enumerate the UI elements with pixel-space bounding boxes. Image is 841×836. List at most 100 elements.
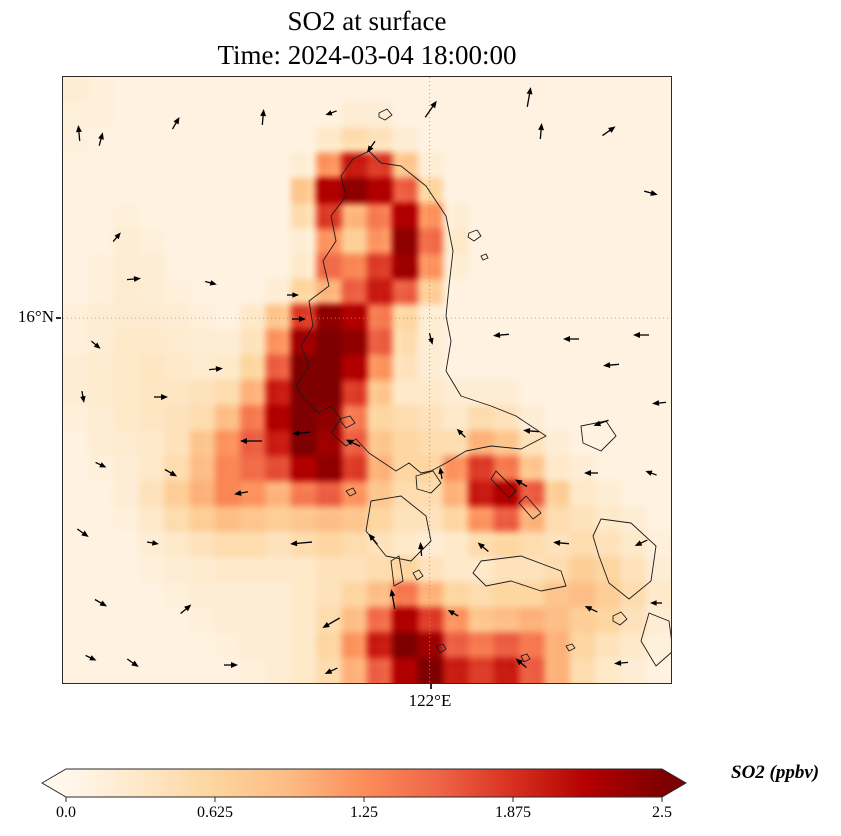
- coastline-path: [390, 555, 404, 587]
- wind-arrow: [650, 600, 662, 606]
- wind-arrow: [205, 280, 217, 286]
- coastline-path: [490, 470, 517, 499]
- wind-arrow: [224, 662, 238, 668]
- wind-arrow: [477, 542, 489, 552]
- wind-arrow: [424, 100, 437, 118]
- wind-arrow: [447, 610, 459, 617]
- wind-arrow: [603, 362, 620, 369]
- wind-arrow: [493, 332, 510, 339]
- colorbar-tick-label: 1.875: [495, 804, 531, 821]
- colorbar-ticks: 0.0 0.625 1.25 1.875 2.5: [40, 804, 688, 828]
- x-tick-label: 122°E: [408, 691, 452, 710]
- wind-arrow: [260, 109, 267, 126]
- wind-arrow: [514, 479, 528, 488]
- wind-arrow: [90, 340, 101, 349]
- wind-arrow: [456, 428, 466, 438]
- wind-arrow: [593, 419, 609, 427]
- coastline-path: [592, 518, 657, 600]
- y-tick-label: 16°N: [17, 307, 54, 326]
- colorbar-gradient-bar: [41, 768, 687, 798]
- heatmap-canvas: [63, 77, 671, 683]
- wind-arrow: [85, 654, 97, 661]
- wind-arrow: [418, 542, 424, 557]
- colorbar-tick-label: 2.5: [652, 804, 672, 821]
- wind-arrow: [324, 667, 338, 674]
- wind-arrow: [240, 438, 262, 444]
- x-tick-mark: [430, 684, 432, 689]
- wind-arrow: [234, 490, 249, 496]
- wind-arrow: [180, 604, 192, 614]
- wind-arrow: [154, 394, 168, 400]
- wind-arrow: [171, 116, 180, 130]
- coastline-path: [295, 150, 547, 474]
- coastline-path: [378, 108, 393, 121]
- wind-arrow: [652, 400, 667, 406]
- wind-arrow: [345, 439, 361, 447]
- wind-arrow: [292, 430, 311, 437]
- coastline-path: [565, 643, 576, 652]
- wind-arrow: [325, 110, 337, 116]
- colorbar-svg: [41, 768, 687, 802]
- wind-arrow: [98, 132, 104, 146]
- coastline-path: [520, 653, 531, 663]
- chart-subtitle-time: Time: 2024-03-04 18:00:00: [217, 40, 517, 70]
- chart-title: SO2 at surface: [287, 6, 447, 36]
- coastline-path: [518, 495, 542, 520]
- coastline-path: [640, 612, 671, 667]
- wind-arrow: [515, 658, 527, 668]
- wind-arrow: [634, 539, 648, 546]
- wind-arrow: [126, 276, 141, 282]
- wind-arrow: [553, 539, 570, 546]
- wind-arrow: [366, 140, 376, 153]
- wind-arrow: [290, 540, 313, 547]
- wind-arrow: [322, 617, 340, 628]
- map-overlay: [63, 77, 671, 683]
- wind-arrow: [563, 336, 579, 342]
- coastline-path: [338, 415, 356, 429]
- map-plot-area: [62, 76, 672, 684]
- wind-arrow: [633, 332, 649, 338]
- wind-arrow: [94, 598, 108, 607]
- y-tick-mark: [56, 317, 61, 319]
- wind-arrow: [126, 658, 139, 668]
- wind-arrow: [95, 461, 107, 468]
- wind-arrow: [644, 190, 658, 196]
- colorbar: 0.0 0.625 1.25 1.875 2.5: [40, 766, 688, 832]
- wind-arrow: [292, 316, 306, 322]
- wind-arrow: [614, 660, 629, 666]
- wind-arrow: [164, 468, 178, 477]
- wind-arrow: [389, 589, 396, 609]
- colorbar-label: SO2 (ppbv): [731, 762, 820, 783]
- wind-arrow: [80, 390, 86, 403]
- coastline-path: [612, 611, 628, 626]
- wind-arrow: [208, 366, 223, 372]
- wind-arrow: [112, 232, 121, 243]
- wind-arrow: [438, 467, 444, 480]
- wind-arrow: [538, 123, 545, 140]
- coastline-path: [467, 229, 482, 242]
- coastline-path: [480, 253, 489, 261]
- colorbar-tick-label: 1.25: [350, 804, 378, 821]
- wind-arrow: [645, 470, 657, 476]
- wind-arrow: [584, 606, 598, 613]
- wind-arrow: [523, 427, 540, 434]
- wind-arrow: [75, 125, 82, 142]
- wind-arrow: [526, 87, 533, 107]
- coastline-path: [415, 470, 442, 494]
- wind-arrow: [428, 333, 434, 345]
- coastline-path: [412, 569, 424, 581]
- coastline-path: [472, 555, 567, 592]
- coastline-path: [345, 487, 357, 497]
- colorbar-tick-label: 0.0: [56, 804, 76, 821]
- coastline-path: [580, 420, 617, 452]
- coastline-path: [435, 643, 447, 654]
- wind-arrow: [146, 540, 159, 546]
- colorbar-tick-label: 0.625: [197, 804, 233, 821]
- chart-title-block: SO2 at surface Time: 2024-03-04 18:00:00: [62, 4, 672, 72]
- wind-arrow: [584, 470, 598, 476]
- wind-arrow: [287, 292, 299, 298]
- wind-arrow: [76, 528, 89, 538]
- wind-arrow: [602, 126, 616, 137]
- wind-arrow: [368, 533, 378, 545]
